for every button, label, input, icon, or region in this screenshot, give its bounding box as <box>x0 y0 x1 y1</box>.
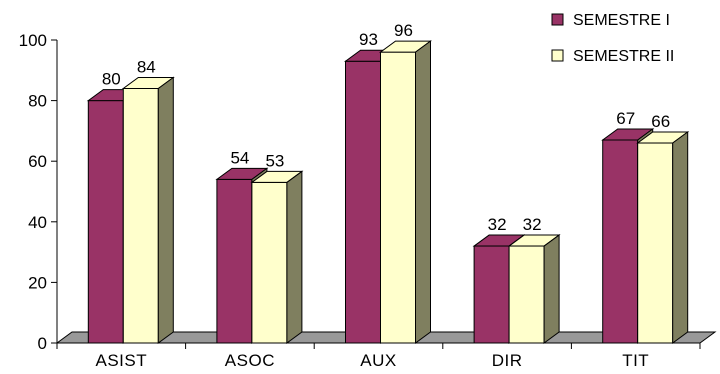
bar-side <box>672 131 689 344</box>
bar <box>250 170 304 344</box>
bar-front <box>473 245 510 344</box>
y-tick-label: 80 <box>28 92 47 111</box>
data-label: 53 <box>265 151 284 170</box>
legend-entry: SEMESTRE I <box>551 12 670 29</box>
bar-side <box>286 170 303 344</box>
chart-labels: ASIST 80 84 ASOC 54 53 AUX 93 96 DIR 32 32 TIT 67 66 <box>95 21 670 370</box>
legend-swatch <box>551 13 564 26</box>
data-label: 54 <box>230 148 249 167</box>
data-label: 32 <box>523 215 542 234</box>
x-tick-label: TIT <box>622 351 649 370</box>
x-tick-label: AUX <box>360 351 396 370</box>
bar <box>636 131 690 344</box>
bar <box>121 76 175 344</box>
data-label: 66 <box>651 112 670 131</box>
data-label: 32 <box>488 215 507 234</box>
bar-front <box>345 60 381 344</box>
bar-front <box>508 245 545 344</box>
bar-side <box>543 234 560 344</box>
bar-front <box>251 181 288 344</box>
x-tick-label: ASOC <box>225 351 275 370</box>
legend-swatch <box>551 49 564 62</box>
data-label: 93 <box>359 30 378 49</box>
bar-front <box>602 139 639 344</box>
bar <box>507 234 561 344</box>
data-label: 67 <box>616 109 635 128</box>
bar-front <box>380 51 416 344</box>
bar-front <box>87 100 124 344</box>
y-tick-label: 100 <box>19 31 47 50</box>
bar <box>378 40 433 344</box>
legend-entry: SEMESTRE II <box>551 48 674 65</box>
data-label: 84 <box>137 57 156 76</box>
bar-side <box>157 76 174 344</box>
bar-front <box>122 87 159 344</box>
legend-label: SEMESTRE I <box>573 12 670 29</box>
legend-label: SEMESTRE II <box>573 48 674 65</box>
y-tick-label: 40 <box>28 213 47 232</box>
chart-bars <box>86 40 690 344</box>
bar-side <box>415 40 431 344</box>
chart-legend: SEMESTRE I SEMESTRE II <box>551 12 674 65</box>
x-tick-label: DIR <box>492 351 523 370</box>
data-label: 80 <box>102 70 121 89</box>
chart-axes: 0 20 40 60 80 100 <box>19 31 701 353</box>
y-tick-label: 20 <box>28 273 47 292</box>
bar-front <box>216 178 253 344</box>
bar-front <box>637 142 674 344</box>
data-label: 96 <box>394 21 413 40</box>
y-tick-label: 60 <box>28 152 47 171</box>
y-tick-label: 0 <box>38 334 47 353</box>
x-tick-label: ASIST <box>95 351 147 370</box>
